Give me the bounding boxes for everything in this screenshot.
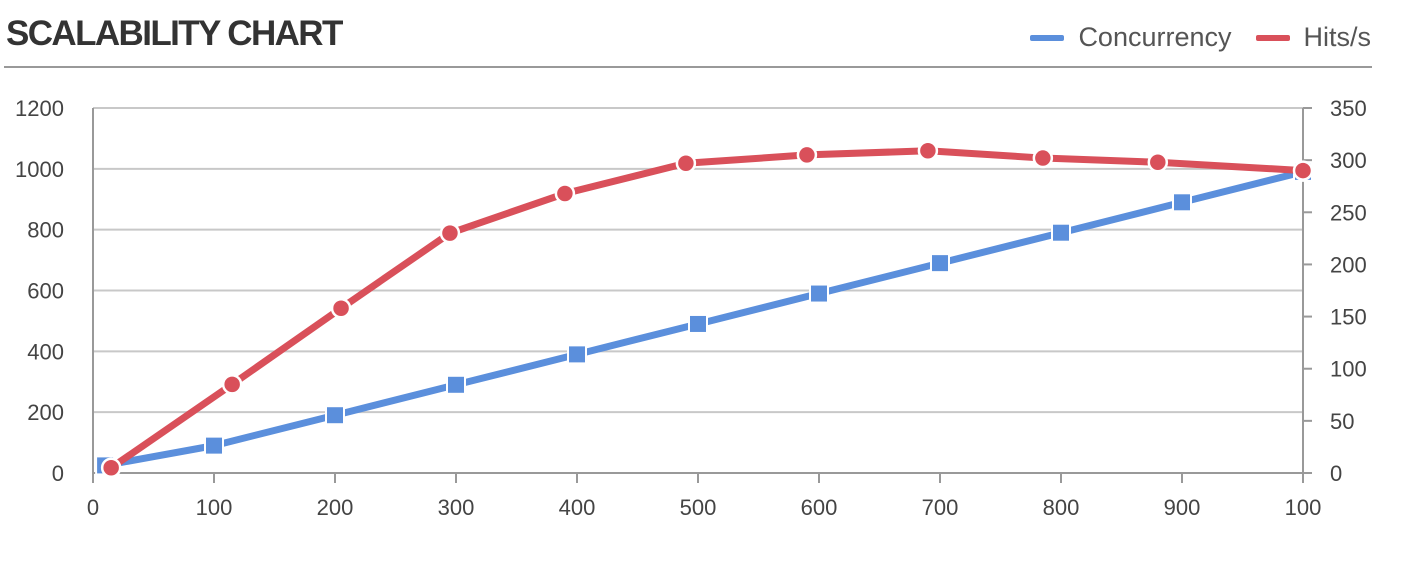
data-point-hits-s	[100, 457, 122, 479]
y-right-tick-label: 250	[1330, 200, 1367, 225]
data-point-hits-s	[796, 144, 818, 166]
data-point-concurrency	[1051, 222, 1071, 243]
data-point-hits-s	[330, 297, 352, 319]
data-point-concurrency	[446, 374, 466, 395]
data-point-concurrency	[567, 344, 587, 365]
data-point-hits-s	[1292, 160, 1314, 181]
y-right-tick-label: 100	[1330, 357, 1367, 382]
data-point-hits-s	[439, 222, 461, 244]
data-point-hits-s	[675, 153, 697, 174]
y-right-tick-label: 50	[1330, 409, 1354, 434]
data-point-hits-s	[917, 140, 939, 162]
data-point-concurrency	[809, 283, 829, 304]
x-tick-label: 800	[1043, 495, 1080, 520]
y-right-tick-label: 150	[1330, 305, 1367, 330]
y-left-tick-label: 1000	[15, 157, 64, 182]
x-tick-label: 300	[438, 495, 475, 520]
x-tick-label: 700	[922, 495, 959, 520]
legend-label-concurrency: Concurrency	[1078, 22, 1232, 52]
data-point-hits-s	[1032, 147, 1054, 169]
x-tick-label: 0	[87, 495, 99, 520]
data-point-concurrency	[688, 313, 708, 334]
data-point-hits-s	[221, 374, 243, 395]
x-tick-label: 400	[559, 495, 596, 520]
legend-swatch-hits	[1255, 34, 1290, 41]
y-left-tick-label: 400	[27, 339, 64, 364]
y-right-tick-label: 300	[1330, 148, 1367, 173]
data-point-hits-s	[554, 183, 576, 204]
x-tick-label: 500	[680, 495, 717, 520]
data-point-concurrency	[204, 435, 224, 456]
x-tick-label: 600	[801, 495, 838, 520]
y-left-tick-label: 600	[27, 279, 64, 304]
y-right-tick-label: 0	[1330, 461, 1342, 486]
legend-item-hits[interactable]: Hits/s	[1255, 22, 1372, 53]
y-right-tick-label: 350	[1330, 96, 1367, 121]
x-tick-label: 100	[196, 495, 233, 520]
series-line-hits-s	[107, 147, 1307, 472]
y-right-tick-label: 200	[1330, 252, 1367, 277]
chart-title: SCALABILITY CHART	[6, 14, 343, 53]
data-point-concurrency	[1172, 192, 1192, 213]
y-left-tick-label: 1200	[15, 96, 64, 121]
legend-swatch-concurrency	[1030, 34, 1065, 41]
x-tick-label: 100	[1285, 495, 1322, 520]
y-left-tick-label: 800	[27, 218, 64, 243]
data-point-concurrency	[325, 405, 345, 426]
x-tick-label: 200	[317, 495, 354, 520]
y-left-tick-label: 0	[52, 461, 64, 486]
legend: Concurrency Hits/s	[1006, 22, 1371, 53]
y-left-tick-label: 200	[27, 400, 64, 425]
legend-label-hits: Hits/s	[1303, 22, 1372, 52]
legend-item-concurrency[interactable]: Concurrency	[1030, 22, 1232, 53]
title-divider	[4, 66, 1372, 68]
x-tick-label: 900	[1164, 495, 1201, 520]
data-point-concurrency	[930, 253, 950, 274]
data-point-hits-s	[1147, 151, 1169, 173]
